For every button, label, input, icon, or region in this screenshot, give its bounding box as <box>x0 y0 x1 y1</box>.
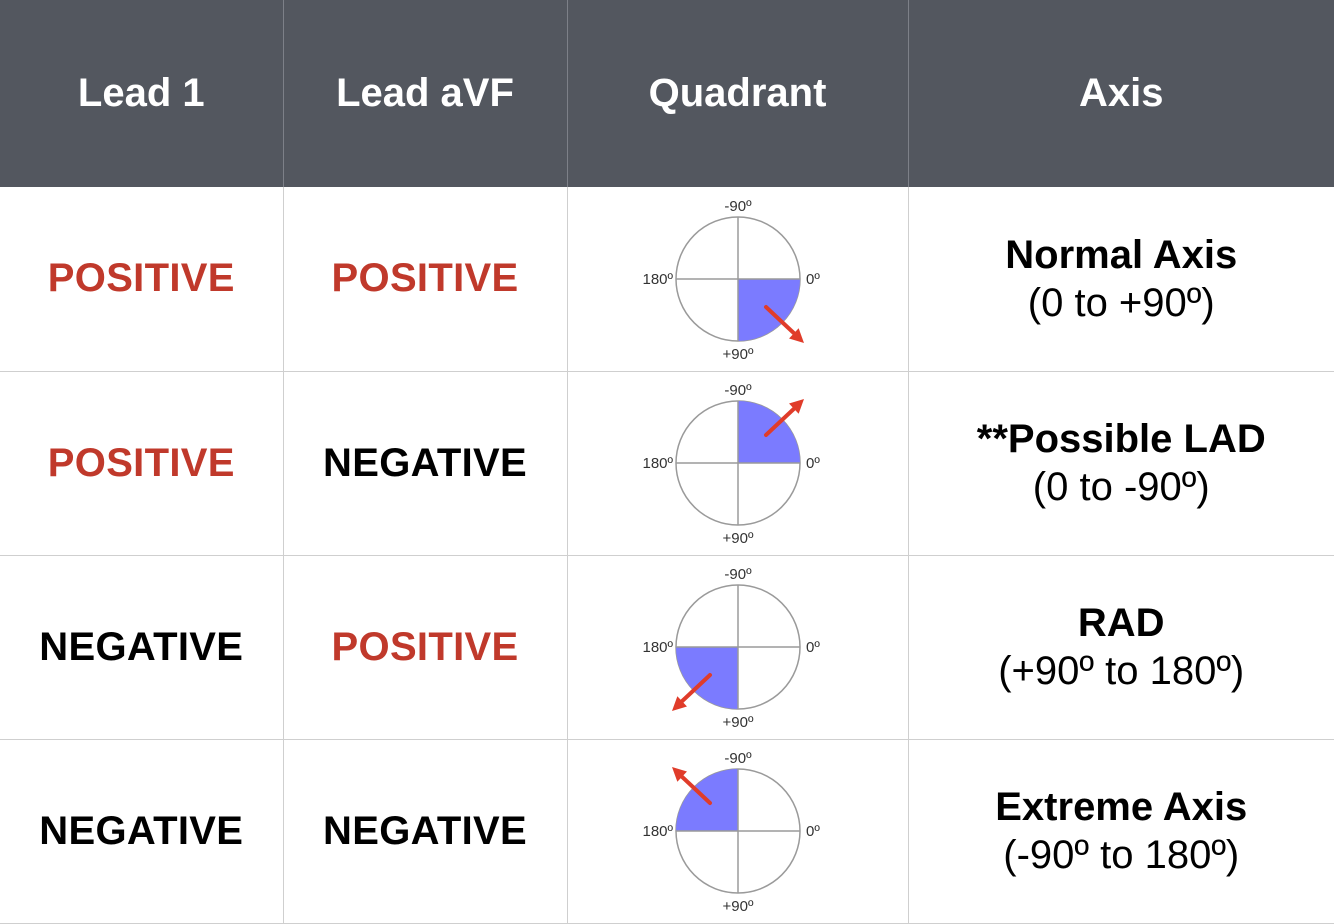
table-header: Lead 1 Lead aVF Quadrant Axis <box>0 0 1334 187</box>
table-body: POSITIVE POSITIVE -90º 180º 0º +90º Normal … <box>0 187 1334 923</box>
leadavf-sign: POSITIVE <box>332 625 519 670</box>
table-row: POSITIVE POSITIVE -90º 180º 0º +90º Normal … <box>0 187 1334 371</box>
quadrant-diagram-icon: -90º 180º 0º +90º <box>628 743 848 919</box>
axis-name: RAD <box>909 599 1334 647</box>
lead1-cell: NEGATIVE <box>0 555 283 739</box>
header-axis: Axis <box>908 0 1334 187</box>
label-minus-90: -90º <box>724 382 752 399</box>
table-row: POSITIVE NEGATIVE -90º 180º 0º +90º **Possi… <box>0 371 1334 555</box>
label-plus-90: +90º <box>722 898 753 915</box>
axis-range: (0 to +90º) <box>909 279 1334 327</box>
quadrant-cell: -90º 180º 0º +90º <box>567 187 908 371</box>
axis-name: **Possible LAD <box>909 415 1334 463</box>
lead1-sign: POSITIVE <box>48 441 235 486</box>
quadrant-cell: -90º 180º 0º +90º <box>567 555 908 739</box>
axis-cell: **Possible LAD (0 to -90º) <box>908 371 1334 555</box>
table-row: NEGATIVE POSITIVE -90º 180º 0º +90º RAD (+9… <box>0 555 1334 739</box>
axis-cell: Extreme Axis (-90º to 180º) <box>908 739 1334 923</box>
label-0: 0º <box>806 823 820 840</box>
quadrant-cell: -90º 180º 0º +90º <box>567 371 908 555</box>
label-plus-90: +90º <box>722 530 753 547</box>
label-0: 0º <box>806 271 820 288</box>
lead1-cell: NEGATIVE <box>0 739 283 923</box>
label-180: 180º <box>642 271 673 288</box>
header-quadrant: Quadrant <box>567 0 908 187</box>
leadavf-cell: POSITIVE <box>283 187 567 371</box>
header-lead1: Lead 1 <box>0 0 283 187</box>
lead1-cell: POSITIVE <box>0 187 283 371</box>
axis-range: (0 to -90º) <box>909 463 1334 511</box>
axis-name: Extreme Axis <box>909 783 1334 831</box>
label-180: 180º <box>642 639 673 656</box>
leadavf-sign: NEGATIVE <box>323 441 527 486</box>
axis-range: (-90º to 180º) <box>909 831 1334 879</box>
label-0: 0º <box>806 639 820 656</box>
axis-range: (+90º to 180º) <box>909 647 1334 695</box>
lead1-sign: POSITIVE <box>48 256 235 301</box>
label-180: 180º <box>642 455 673 472</box>
axis-cell: RAD (+90º to 180º) <box>908 555 1334 739</box>
table-row: NEGATIVE NEGATIVE -90º 180º 0º +90º Extreme… <box>0 739 1334 923</box>
axis-name: Normal Axis <box>909 231 1334 279</box>
lead1-sign: NEGATIVE <box>39 625 243 670</box>
leadavf-cell: NEGATIVE <box>283 371 567 555</box>
quadrant-diagram-icon: -90º 180º 0º +90º <box>628 375 848 551</box>
header-leadavf: Lead aVF <box>283 0 567 187</box>
label-plus-90: +90º <box>722 346 753 363</box>
leadavf-sign: POSITIVE <box>332 256 519 301</box>
header-row: Lead 1 Lead aVF Quadrant Axis <box>0 0 1334 187</box>
label-180: 180º <box>642 823 673 840</box>
label-0: 0º <box>806 455 820 472</box>
leadavf-cell: NEGATIVE <box>283 739 567 923</box>
quadrant-diagram-icon: -90º 180º 0º +90º <box>628 191 848 367</box>
leadavf-sign: NEGATIVE <box>323 809 527 854</box>
label-plus-90: +90º <box>722 714 753 731</box>
label-minus-90: -90º <box>724 198 752 215</box>
axis-cell: Normal Axis (0 to +90º) <box>908 187 1334 371</box>
quadrant-diagram-icon: -90º 180º 0º +90º <box>628 559 848 735</box>
quadrant-cell: -90º 180º 0º +90º <box>567 739 908 923</box>
leadavf-cell: POSITIVE <box>283 555 567 739</box>
lead1-sign: NEGATIVE <box>39 809 243 854</box>
label-minus-90: -90º <box>724 566 752 583</box>
lead1-cell: POSITIVE <box>0 371 283 555</box>
label-minus-90: -90º <box>724 750 752 767</box>
